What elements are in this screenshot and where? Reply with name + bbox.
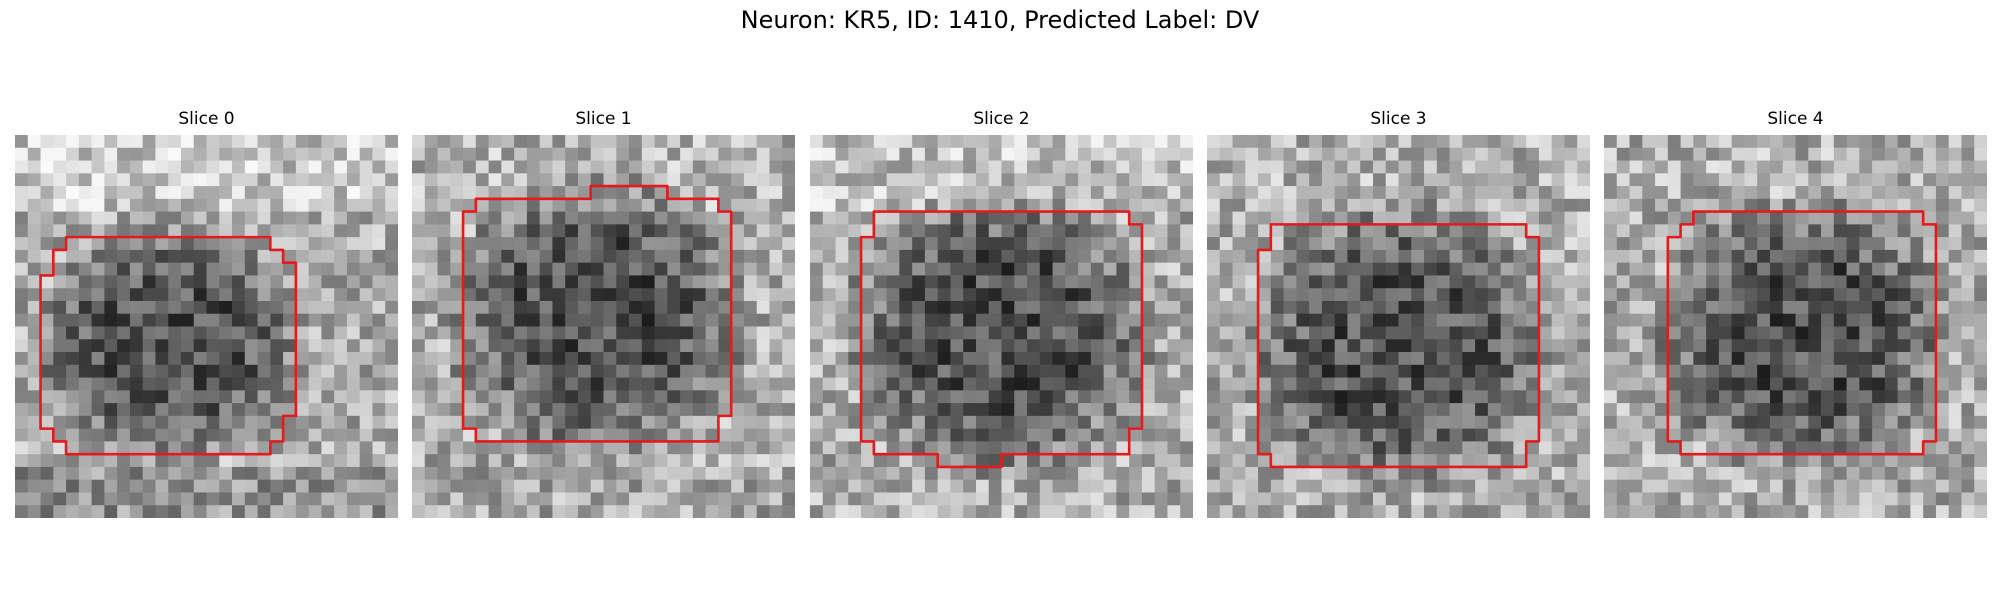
panel-title-slice-4: Slice 4 — [1767, 109, 1824, 129]
panel-title-slice-2: Slice 2 — [973, 109, 1030, 129]
figure-title: Neuron: KR5, ID: 1410, Predicted Label: … — [740, 6, 1260, 34]
panel-title-slice-3: Slice 3 — [1370, 109, 1427, 129]
pixel-grid — [1207, 135, 1590, 518]
roi-contour — [859, 210, 1144, 469]
panel-title-slice-1: Slice 1 — [575, 109, 632, 129]
roi-contour — [1256, 223, 1541, 469]
slice-image-4 — [1604, 135, 1987, 518]
slice-image-svg-4 — [1604, 135, 1987, 518]
slice-image-svg-0 — [15, 135, 398, 518]
slice-image-svg-3 — [1207, 135, 1590, 518]
slice-image-1 — [412, 135, 795, 518]
pixel-grid — [810, 135, 1193, 518]
slice-image-3 — [1207, 135, 1590, 518]
panel-title-slice-0: Slice 0 — [178, 109, 235, 129]
roi-contour — [39, 235, 298, 456]
slice-image-0 — [15, 135, 398, 518]
roi-contour — [1666, 210, 1938, 456]
pixel-grid — [1604, 135, 1987, 518]
pixel-grid — [412, 135, 795, 518]
slice-image-svg-1 — [412, 135, 795, 518]
roi-contour — [461, 184, 733, 443]
slice-image-2 — [810, 135, 1193, 518]
slice-image-svg-2 — [810, 135, 1193, 518]
pixel-grid — [15, 135, 398, 518]
